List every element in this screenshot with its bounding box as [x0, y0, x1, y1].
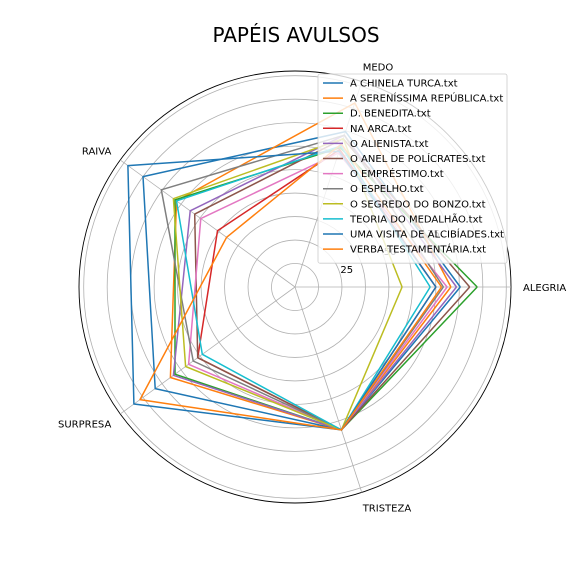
ring-gridline [200, 192, 390, 382]
axis-label: TRISTEZA [362, 504, 412, 515]
legend-entry: O ALIENISTA.txt [350, 139, 429, 150]
axis-label: MEDO [363, 62, 394, 73]
legend-entry: UMA VISITA DE ALCIBÍADES.txt [350, 228, 504, 241]
ring-gridline [271, 263, 319, 311]
axis-label: SURPRESA [58, 419, 111, 430]
legend-entry: A SERENÍSSIMA REPÚBLICA.txt [350, 92, 503, 105]
axis-labels: ALEGRIA MEDO RAIVA SURPRESA TRISTEZA [58, 62, 566, 514]
radial-gridline [294, 286, 363, 493]
radial-gridline [120, 159, 296, 288]
chart-title: PAPÉIS AVULSOS [212, 23, 379, 47]
legend-entry: D. BENEDITA.txt [350, 109, 431, 120]
legend-entry: O EMPRÉSTIMO.txt [350, 167, 444, 180]
axis-label: ALEGRIA [523, 283, 566, 294]
ring-gridline [106, 98, 484, 476]
legend-entry: A CHINELA TURCA.txt [350, 79, 458, 90]
legend-box [317, 73, 508, 264]
legend-entry: O SEGREDO DO BONZO.txt [350, 199, 486, 210]
axis-label: RAIVA [82, 147, 112, 158]
legend-entry: O ANEL DE POLÍCRATES.txt [350, 152, 485, 165]
radial-gridline [120, 286, 296, 415]
ring-gridline [224, 216, 366, 358]
legend-entry: VERBA TESTAMENTÁRIA.txt [350, 243, 486, 256]
ring-gridline [247, 239, 343, 335]
legend-entry: O ESPELHO.txt [350, 184, 424, 195]
legend: A CHINELA TURCA.txt A SERENÍSSIMA REPÚBLI… [317, 73, 508, 264]
legend-entry: TEORIA DO MEDALHÃO.txt [349, 212, 483, 225]
r-tick-label: 25 [340, 265, 353, 276]
legend-entry: NA ARCA.txt [350, 124, 411, 135]
ring-gridline [83, 75, 507, 499]
